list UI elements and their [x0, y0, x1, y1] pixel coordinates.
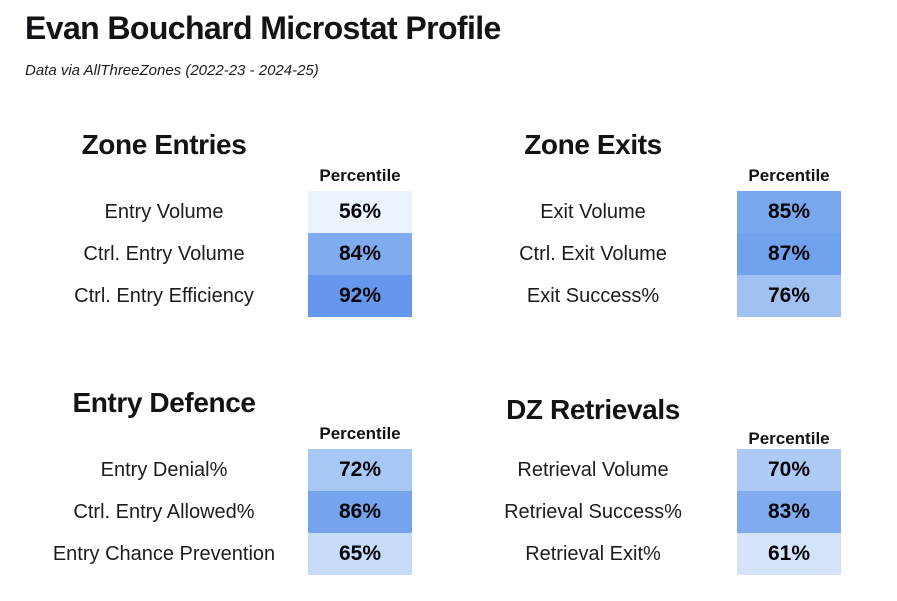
percentile-cell: 72% — [308, 449, 412, 491]
row-label: Ctrl. Entry Allowed% — [73, 500, 255, 523]
section-title: Entry Defence — [72, 387, 256, 418]
page-title: Evan Bouchard Microstat Profile — [25, 10, 501, 46]
percentile-cell: 56% — [308, 191, 412, 233]
section-entry-defence: Entry Defence Percentile Entry Denial% 7… — [20, 384, 412, 575]
row-label: Exit Success% — [526, 284, 660, 307]
percentile-cell: 83% — [737, 491, 841, 533]
section-zone-exits: Zone Exits Percentile Exit Volume 85% Ct… — [449, 126, 841, 317]
percentile-cell: 65% — [308, 533, 412, 575]
row-label: Ctrl. Entry Volume — [83, 242, 245, 265]
section-zone-entries: Zone Entries Percentile Entry Volume 56%… — [20, 126, 412, 317]
row-label: Retrieval Exit% — [525, 542, 661, 565]
percentile-column-header: Percentile — [319, 424, 401, 443]
row-label: Exit Volume — [540, 200, 646, 223]
row-label: Retrieval Success% — [504, 500, 682, 523]
row-label: Retrieval Volume — [517, 458, 669, 481]
percentile-cell: 92% — [308, 275, 412, 317]
row-label: Ctrl. Entry Efficiency — [74, 284, 254, 307]
percentile-column-header: Percentile — [748, 429, 830, 448]
row-label: Entry Chance Prevention — [52, 542, 276, 565]
section-dz-retrievals: DZ Retrievals Percentile Retrieval Volum… — [449, 384, 841, 575]
percentile-cell: 84% — [308, 233, 412, 275]
percentile-cell: 87% — [737, 233, 841, 275]
percentile-cell: 61% — [737, 533, 841, 575]
section-title: Zone Entries — [81, 129, 247, 160]
percentile-cell: 85% — [737, 191, 841, 233]
percentile-cell: 70% — [737, 449, 841, 491]
row-label: Entry Denial% — [100, 458, 228, 481]
section-title: DZ Retrievals — [506, 394, 680, 425]
section-title: Zone Exits — [524, 129, 662, 160]
row-label: Ctrl. Exit Volume — [519, 242, 667, 265]
page-subtitle: Data via AllThreeZones (2022-23 - 2024-2… — [25, 62, 319, 79]
percentile-column-header: Percentile — [319, 166, 401, 185]
row-label: Entry Volume — [104, 200, 224, 223]
percentile-cell: 76% — [737, 275, 841, 317]
percentile-cell: 86% — [308, 491, 412, 533]
percentile-column-header: Percentile — [748, 166, 830, 185]
